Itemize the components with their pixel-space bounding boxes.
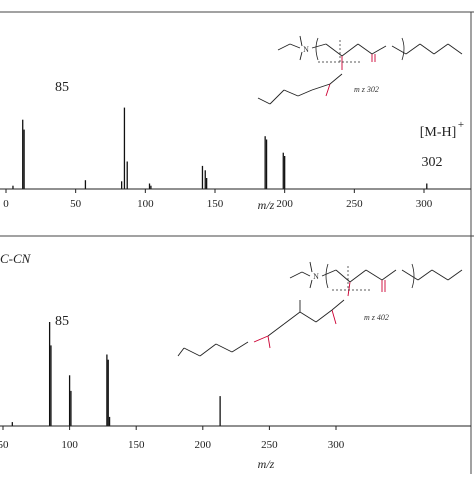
panel2-title: C-CN bbox=[0, 251, 32, 266]
panel1-peak-label-302: 302 bbox=[422, 155, 443, 170]
x-tick-label-100: 100 bbox=[137, 198, 154, 210]
panel1-peaks bbox=[12, 107, 428, 189]
panel1-ticks: 0 50 100 150 200 250 300 bbox=[3, 189, 433, 210]
panel2-peak-label-85: 85 bbox=[55, 314, 69, 329]
panel1-x-axis-label: m/z bbox=[258, 198, 275, 212]
x-tick-label-50: 50 bbox=[0, 439, 9, 451]
panel2-ticks: 50 100 150 200 250 300 bbox=[0, 426, 345, 451]
x-tick-label-50: 50 bbox=[70, 198, 82, 210]
x-tick-label-250: 250 bbox=[261, 439, 278, 451]
x-tick-label-150: 150 bbox=[128, 439, 145, 451]
x-tick-label-200: 200 bbox=[276, 198, 293, 210]
x-tick-label-300: 300 bbox=[416, 198, 433, 210]
panel1-structure bbox=[257, 35, 463, 105]
panel2-structure-label: m z 402 bbox=[364, 313, 389, 322]
panel1-peak-label-85: 85 bbox=[55, 80, 69, 95]
x-tick-label-150: 150 bbox=[207, 198, 224, 210]
panel1-ion-charge: + bbox=[458, 119, 464, 131]
panel1-nitrogen-atom: N bbox=[303, 45, 309, 54]
panel2-nitrogen-atom: N bbox=[313, 272, 319, 281]
panel2-structure bbox=[177, 261, 463, 357]
panel1-structure-label: m z 302 bbox=[354, 85, 379, 94]
x-tick-label-300: 300 bbox=[328, 439, 345, 451]
x-tick-label-200: 200 bbox=[195, 439, 212, 451]
x-tick-label-0: 0 bbox=[3, 198, 9, 210]
x-tick-label-250: 250 bbox=[346, 198, 363, 210]
panel1-ion-label: [M-H] bbox=[420, 125, 457, 140]
x-tick-label-100: 100 bbox=[61, 439, 78, 451]
panel2-peaks bbox=[11, 322, 221, 426]
panel2-x-axis-label: m/z bbox=[258, 457, 275, 471]
